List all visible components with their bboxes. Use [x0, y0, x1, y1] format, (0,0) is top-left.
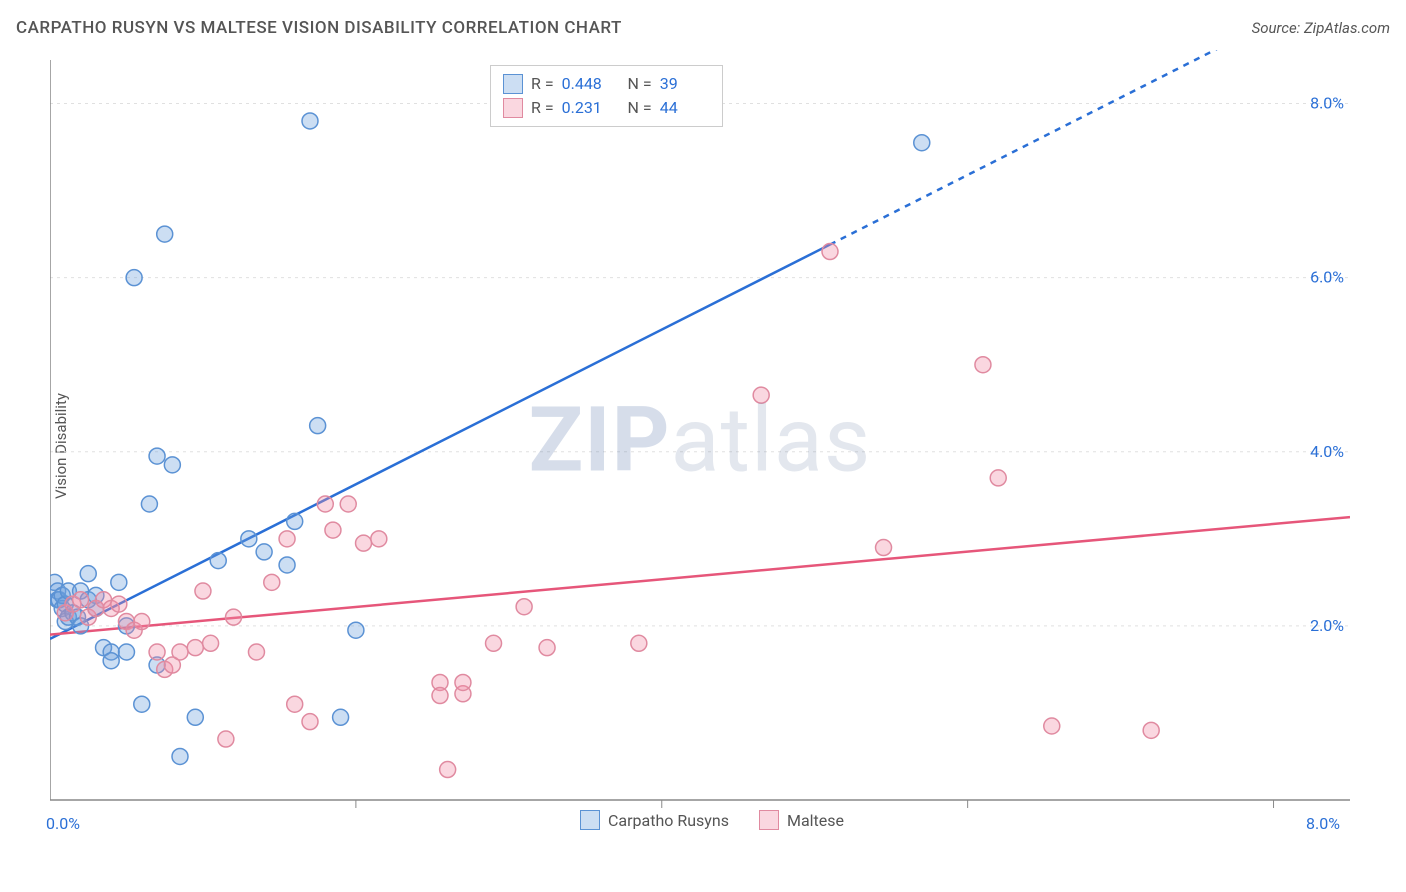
chart-svg: 2.0% 4.0% 6.0% 8.0% — [50, 50, 1350, 840]
chart-source: Source: ZipAtlas.com — [1252, 19, 1390, 37]
stats-legend: R = 0.448 N = 39R = 0.231 N = 44 — [490, 65, 723, 127]
svg-text:8.0%: 8.0% — [1310, 94, 1344, 113]
stats-legend-row: R = 0.231 N = 44 — [503, 96, 710, 120]
series-legend-item: Maltese — [759, 810, 844, 830]
x-axis-max-label: 8.0% — [1306, 814, 1340, 833]
svg-text:2.0%: 2.0% — [1310, 616, 1344, 635]
series-legend-item: Carpatho Rusyns — [580, 810, 729, 830]
chart-title: CARPATHO RUSYN VS MALTESE VISION DISABIL… — [16, 18, 622, 38]
svg-text:6.0%: 6.0% — [1310, 268, 1344, 287]
svg-text:4.0%: 4.0% — [1310, 442, 1344, 461]
stats-legend-row: R = 0.448 N = 39 — [503, 72, 710, 96]
x-axis-min-label: 0.0% — [46, 814, 80, 833]
scatter-chart: 2.0%4.0%6.0%8.0% ZIPatlas R = 0.448 N = … — [50, 50, 1350, 840]
chart-header: CARPATHO RUSYN VS MALTESE VISION DISABIL… — [16, 18, 1390, 38]
series-legend: Carpatho Rusyns Maltese — [580, 810, 844, 830]
